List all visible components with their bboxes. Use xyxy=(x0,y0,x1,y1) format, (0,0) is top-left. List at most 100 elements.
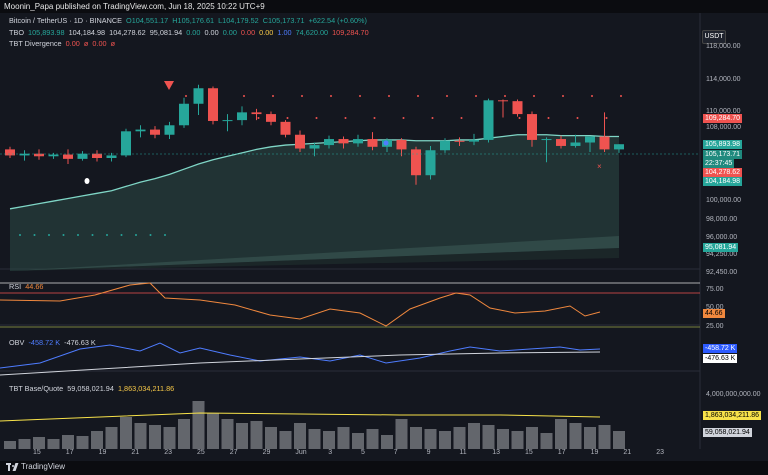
currency-button[interactable]: USDT xyxy=(702,30,726,44)
price-tick: 118,000.00 xyxy=(706,43,741,50)
footer-bar: TradingView xyxy=(0,461,768,475)
candle-body xyxy=(498,100,508,102)
time-tick: 5 xyxy=(361,449,365,456)
support-dot xyxy=(33,234,36,236)
tbo-legend: TBO 105,893.98 104,184.98 104,278.62 95,… xyxy=(9,28,371,37)
resistance-dot xyxy=(373,117,376,119)
legend-high: H105,176.61 xyxy=(172,16,215,25)
time-tick: 25 xyxy=(197,449,205,456)
legend-close: C105,173.71 xyxy=(262,16,305,25)
resistance-dot xyxy=(605,117,608,119)
resistance-dot xyxy=(185,95,187,97)
time-tick: 19 xyxy=(98,449,107,456)
resistance-dot xyxy=(446,95,448,97)
resistance-dot xyxy=(417,95,419,97)
rsi-tick: 50.00 xyxy=(706,304,724,311)
volume-bar xyxy=(584,427,596,449)
resistance-dot xyxy=(301,95,303,97)
vol-tick: 4,000,000,000.00 xyxy=(706,391,761,398)
tbt-div-val: ø xyxy=(110,39,116,48)
price-marker: 105,173.71 xyxy=(703,150,743,159)
candle-body xyxy=(34,153,44,157)
sell-signal-icon xyxy=(164,81,174,90)
volume-bar xyxy=(526,427,538,449)
candle-body xyxy=(295,134,305,149)
tbt-bq-value: 59,058,021.94 xyxy=(67,384,114,393)
volume-bar xyxy=(540,433,553,449)
resistance-dot xyxy=(402,117,405,119)
candle-body xyxy=(208,88,218,121)
tradingview-brand[interactable]: TradingView xyxy=(6,462,65,471)
candle-body xyxy=(599,136,610,150)
tradingview-logo-icon xyxy=(6,462,19,471)
obv-current: -458.72 K xyxy=(703,344,738,353)
candle-body xyxy=(614,144,624,150)
candle-body xyxy=(237,112,247,121)
volume-bar xyxy=(62,435,74,449)
volume-bar xyxy=(47,439,60,449)
tbt-bq-value: 1,863,034,211.86 xyxy=(117,384,175,393)
tbo-val: 104,184.98 xyxy=(68,28,106,37)
support-dot xyxy=(135,234,137,236)
candle-body xyxy=(570,142,581,146)
support-dot xyxy=(120,234,123,236)
volume-bar xyxy=(163,427,176,449)
support-dot xyxy=(19,234,21,236)
price-tick: 108,000.00 xyxy=(706,124,742,131)
price-marker: 95,081.94 xyxy=(703,243,739,252)
legend-open: O104,551.17 xyxy=(126,16,169,25)
resistance-dot xyxy=(518,117,521,119)
volume-bar xyxy=(468,423,480,449)
chart-canvas[interactable]: × xyxy=(0,13,768,461)
volume-bar xyxy=(149,425,161,449)
candle-body xyxy=(19,153,30,156)
tbo-val: 95,081.94 xyxy=(149,28,183,37)
volume-bar xyxy=(91,431,103,449)
price-tick: 100,000.00 xyxy=(706,197,742,204)
price-marker: 104,278.62 xyxy=(703,168,743,177)
candle-body xyxy=(179,103,189,126)
support-dot xyxy=(48,234,50,236)
rsi-tick: 75.00 xyxy=(706,286,724,293)
symbol-title: Bitcoin / TetherUS · 1D · BINANCE xyxy=(9,16,123,25)
volume-bar xyxy=(439,431,451,449)
candle-body xyxy=(135,129,146,132)
tbo-val: 0.00 xyxy=(204,28,219,37)
obv-value: -476.63 K xyxy=(64,338,96,347)
resistance-dot xyxy=(620,95,622,97)
candle-body xyxy=(77,153,88,159)
volume-bar xyxy=(18,439,31,449)
resistance-dot xyxy=(286,117,289,119)
volume-bar xyxy=(395,419,408,449)
volume-bar xyxy=(236,423,248,449)
tbt-div-label: TBT Divergence xyxy=(9,39,62,48)
candle-body xyxy=(411,149,421,176)
candle-body xyxy=(353,139,363,144)
volume-ma-line xyxy=(0,412,601,422)
volume-bar xyxy=(265,427,277,449)
candle-body xyxy=(425,150,436,176)
volume-bar xyxy=(192,401,205,449)
candle-body xyxy=(164,125,175,135)
volume-bar xyxy=(120,417,132,449)
tbo-val: 1.00 xyxy=(277,28,292,37)
tbo-val: 105,893.98 xyxy=(28,28,65,37)
tbo-val: 74,620.00 xyxy=(295,28,329,37)
legend-change: +622.54 (+0.60%) xyxy=(308,16,367,25)
support-dot xyxy=(149,234,152,236)
divergence-icon xyxy=(383,140,389,146)
candle-body xyxy=(367,139,378,147)
volume-bar xyxy=(337,427,350,449)
resistance-dot xyxy=(562,95,564,97)
cross-marker-icon: × xyxy=(597,162,602,171)
publisher-bar: Moonin_Papa published on TradingView.com… xyxy=(0,0,768,13)
time-tick: 15 xyxy=(33,449,41,456)
rsi-label: RSI xyxy=(9,282,22,291)
time-tick: 23 xyxy=(656,449,664,456)
obv-legend: OBV -458.72 K -476.63 K xyxy=(9,338,98,347)
chart-area[interactable]: × Bitcoin / TetherUS · 1D · BINANCE O104… xyxy=(0,13,768,461)
obv-current: -476.63 K xyxy=(703,354,738,363)
volume-bar xyxy=(221,419,234,449)
candle-body xyxy=(585,136,595,143)
volume-bar xyxy=(134,423,147,449)
